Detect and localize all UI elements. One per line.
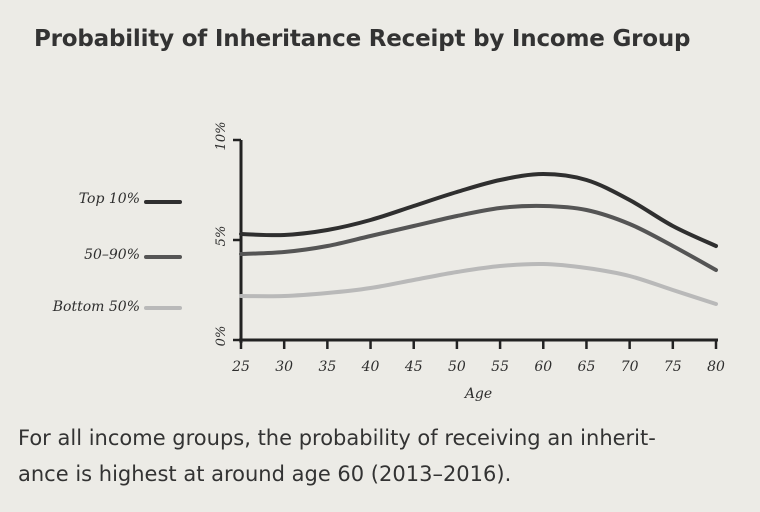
x-tick-label: 55 xyxy=(491,359,509,375)
y-tick-label: 0% xyxy=(214,326,229,347)
legend-label-50-90: 50–90% xyxy=(84,247,140,263)
legend-label-bottom50: Bottom 50% xyxy=(52,299,140,315)
x-tick-label: 25 xyxy=(231,359,250,375)
y-tick-label: 10% xyxy=(214,122,229,151)
legend-swatch-bottom50 xyxy=(144,306,182,310)
x-tick-label: 30 xyxy=(275,359,293,375)
x-tick-label: 60 xyxy=(534,359,552,375)
x-tick-label: 35 xyxy=(318,359,336,375)
line-chart: 0% 5% 10% 25 30 35 40 45 50 55 60 65 70 75 80 Age xyxy=(214,122,725,402)
legend-swatch-50-90 xyxy=(144,255,182,259)
x-tick-label: 70 xyxy=(621,359,639,375)
caption-line-2: ance is highest at around age 60 (2013–2… xyxy=(18,462,512,486)
caption-line-1: For all income groups, the probability o… xyxy=(18,426,656,450)
legend-label-top10: Top 10% xyxy=(78,191,140,207)
y-tick-label: 5% xyxy=(214,226,229,247)
x-tick-label: 45 xyxy=(404,359,423,375)
x-tick-label: 40 xyxy=(361,359,380,375)
x-tick-label: 80 xyxy=(707,359,725,375)
figure-caption: For all income groups, the probability o… xyxy=(18,420,738,492)
x-tick-label: 50 xyxy=(448,359,466,375)
series-line-50-90 xyxy=(239,203,718,272)
legend-swatch-top10 xyxy=(144,200,182,204)
series-line-bottom50 xyxy=(239,261,718,306)
series-line-top10 xyxy=(239,172,718,248)
x-tick-label: 65 xyxy=(578,359,596,375)
x-tick-label: 75 xyxy=(664,359,682,375)
x-axis-label: Age xyxy=(463,386,492,402)
chart-title: Probability of Inheritance Receipt by In… xyxy=(34,26,691,52)
